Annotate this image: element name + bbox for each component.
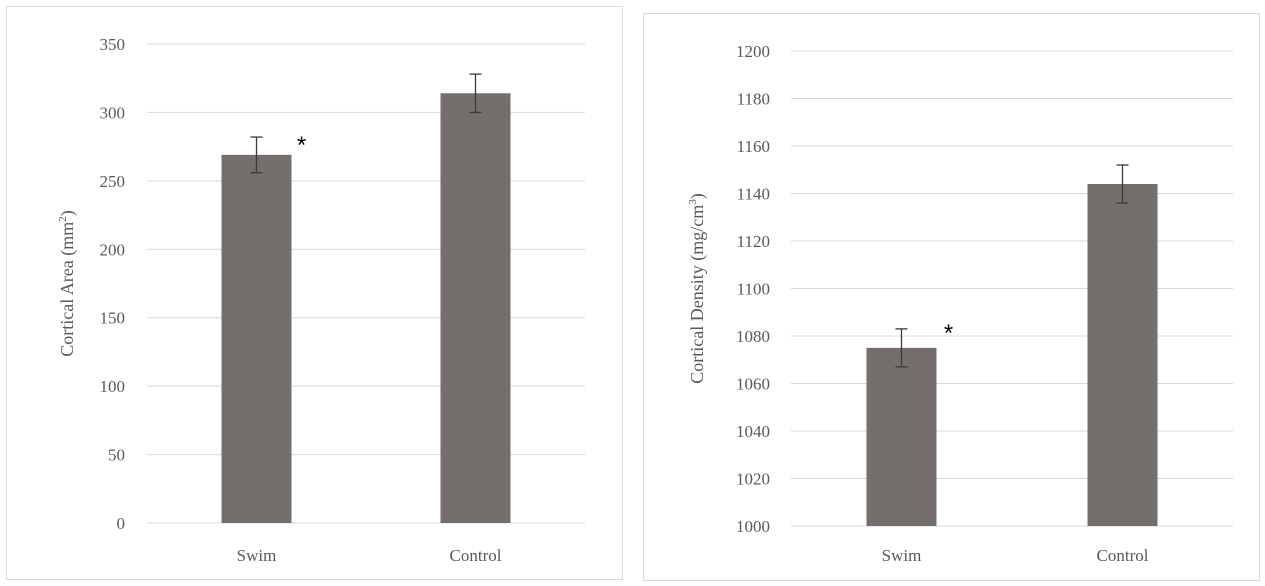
cortical-area-chart-panel: 0 50 100 150 200 250 300 350 Cortical Area (mm2)… xyxy=(6,6,623,580)
x-category-label: Control xyxy=(450,546,502,565)
y-tick-label: 1120 xyxy=(737,232,770,251)
cortical-density-chart-panel: 1000 1020 1040 1060 1080 1100 1120 1140 1160 1180… xyxy=(643,13,1260,581)
y-tick-label: 1180 xyxy=(737,90,770,109)
cortical-density-chart: 1000 1020 1040 1060 1080 1100 1120 1140 1160 1180… xyxy=(687,42,1233,565)
error-bar-control xyxy=(1116,164,1129,204)
y-tick-label: 350 xyxy=(100,35,126,54)
error-bar-swim xyxy=(250,136,263,174)
y-tick-label: 250 xyxy=(100,172,126,191)
y-tick-label: 1080 xyxy=(736,327,770,346)
bar-swim xyxy=(221,154,292,523)
bar-control xyxy=(1087,184,1158,526)
y-tick-label: 1140 xyxy=(737,185,770,204)
cortical-area-chart: 0 50 100 150 200 250 300 350 Cortical Area (mm2)… xyxy=(57,35,585,565)
x-category-label: Swim xyxy=(882,546,922,565)
y-tick-label: 1040 xyxy=(736,422,770,441)
y-tick-label: 100 xyxy=(100,377,126,396)
y-tick-label: 1200 xyxy=(736,42,770,61)
x-category-label: Control xyxy=(1097,546,1149,565)
bar-swim xyxy=(866,347,937,526)
significance-asterisk: * xyxy=(297,132,306,159)
y-tick-label: 50 xyxy=(108,446,125,465)
y-tick-label: 300 xyxy=(100,103,126,122)
bar-control xyxy=(440,93,511,524)
y-axis-label: Cortical Density (mg/cm3) xyxy=(687,193,708,383)
y-tick-label: 1000 xyxy=(736,517,770,536)
y-tick-label: 0 xyxy=(117,514,126,533)
significance-asterisk: * xyxy=(944,320,953,347)
error-bar-control xyxy=(469,73,482,114)
y-axis-label: Cortical Area (mm2) xyxy=(57,210,78,356)
y-tick-label: 200 xyxy=(100,240,126,259)
x-category-label: Swim xyxy=(237,546,277,565)
y-tick-label: 1060 xyxy=(736,375,770,394)
y-tick-label: 1160 xyxy=(737,137,770,156)
y-tick-label: 1020 xyxy=(736,470,770,489)
error-bar-swim xyxy=(895,328,908,368)
y-tick-label: 1100 xyxy=(737,280,770,299)
y-tick-label: 150 xyxy=(100,309,126,328)
